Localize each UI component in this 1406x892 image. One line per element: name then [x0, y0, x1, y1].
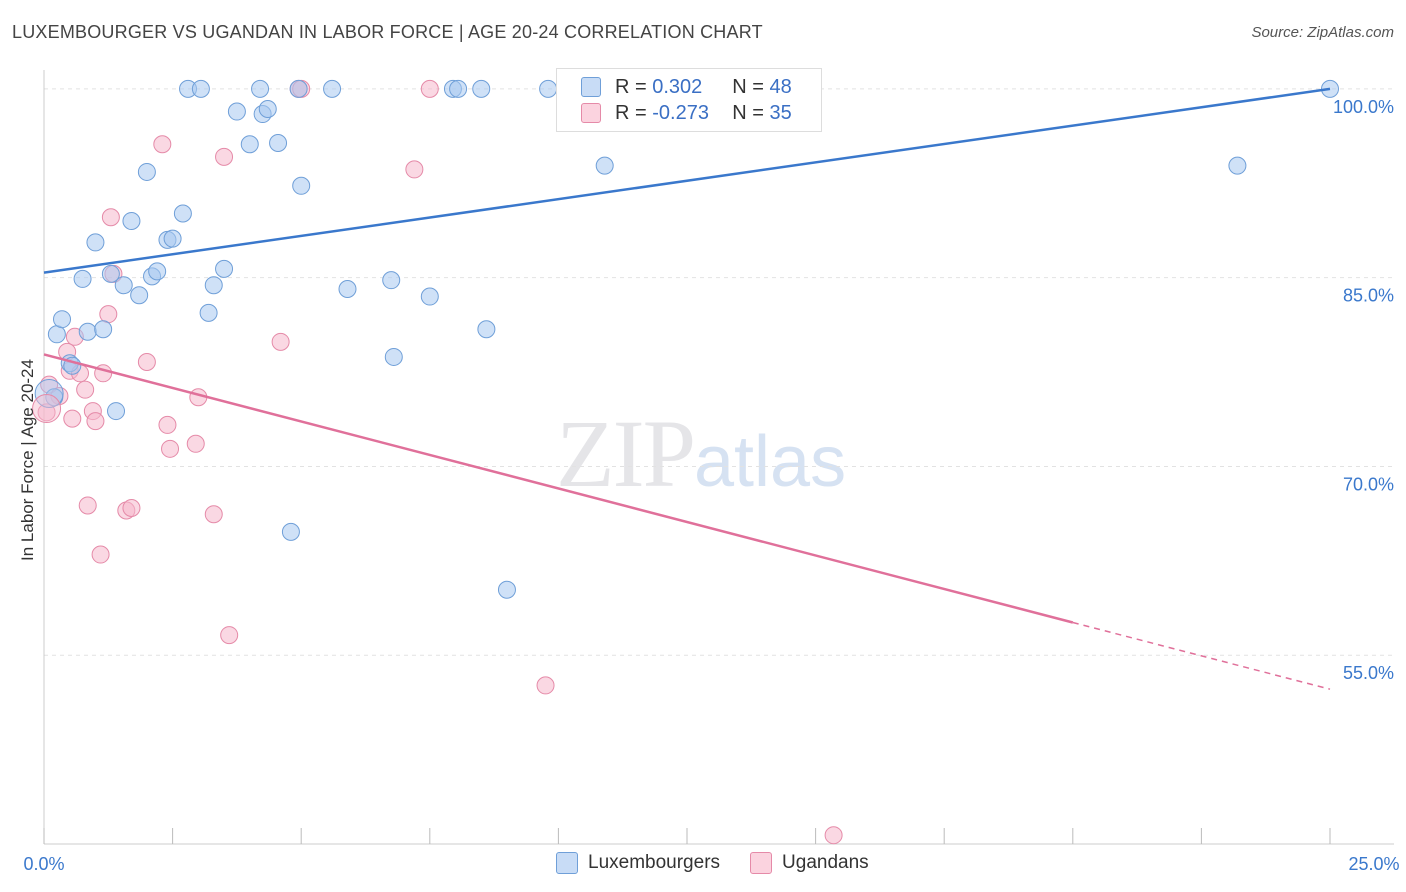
luxembourger-point — [94, 320, 113, 339]
luxembourger-point — [53, 310, 72, 329]
luxembourger-point — [497, 580, 516, 599]
y-tick-label: 55.0% — [1343, 663, 1394, 683]
legend-label-luxembourgers: Luxembourgers — [588, 852, 721, 873]
luxembourger-point — [539, 79, 558, 98]
legend-n-value: 35 — [769, 101, 792, 124]
ugandan-point — [63, 409, 82, 428]
ugandan-point — [137, 352, 156, 371]
ugandan-point — [153, 135, 172, 154]
ugandan-point — [215, 147, 234, 166]
legend-label-ugandans: Ugandans — [782, 852, 869, 873]
ugandan-point — [91, 545, 110, 564]
ugandan-point — [37, 403, 56, 422]
legend-r-value: 0.302 — [652, 75, 703, 98]
luxembourger-point — [107, 402, 126, 421]
luxembourger-point — [289, 79, 308, 98]
x-tick-label: 0.0% — [23, 854, 64, 874]
luxembourger-point — [114, 276, 133, 295]
ugandan-point — [101, 208, 120, 227]
ugandan-point — [78, 496, 97, 515]
luxembourger-point — [1228, 156, 1247, 175]
luxembourger-point — [420, 287, 439, 306]
legend-swatch-ugandans — [750, 852, 773, 874]
luxembourger-point — [78, 322, 97, 341]
legend-n-label: N = — [732, 101, 764, 124]
legend-n-label: N = — [732, 75, 764, 98]
luxembourger-point — [338, 279, 357, 298]
luxembourger-trend-line — [43, 87, 1331, 274]
luxembourger-point — [251, 79, 270, 98]
luxembourger-point — [384, 347, 403, 366]
ugandan-point — [186, 434, 205, 453]
luxembourger-point — [47, 325, 66, 344]
luxembourger-point — [137, 162, 156, 181]
luxembourger-point — [227, 102, 246, 121]
legend-r-value: -0.273 — [652, 101, 709, 124]
y-tick-label: 85.0% — [1343, 286, 1394, 306]
luxembourger-point — [472, 79, 491, 98]
ugandan-point — [405, 160, 424, 179]
ugandan-point — [86, 412, 105, 431]
luxembourger-point — [215, 259, 234, 278]
ugandan-point — [32, 394, 62, 424]
luxembourger-point — [323, 79, 342, 98]
luxembourger-point — [382, 271, 401, 290]
correlation-legend: R = 0.302 N = 48 R = -0.273 N = 35 — [556, 68, 822, 132]
luxembourger-point — [449, 79, 468, 98]
luxembourger-point — [173, 204, 192, 223]
legend-n-value: 48 — [769, 75, 792, 98]
ugandan-trend-extension — [1072, 621, 1331, 690]
ugandan-point — [122, 498, 141, 517]
luxembourger-point — [269, 133, 288, 152]
legend-row-ugandans: R = -0.273 N = 35 — [581, 101, 792, 125]
luxembourger-point — [122, 212, 141, 231]
ugandan-point — [99, 305, 118, 324]
luxembourger-point — [148, 262, 167, 281]
ugandan-point — [161, 439, 180, 458]
ugandan-point — [271, 332, 290, 351]
watermark: ZIPatlas — [556, 398, 846, 509]
legend-swatch-ugandans — [581, 103, 601, 123]
legend-swatch-luxembourgers — [581, 77, 601, 97]
luxembourger-point — [595, 156, 614, 175]
legend-swatch-luxembourgers — [556, 852, 578, 874]
ugandan-trend-line — [43, 353, 1074, 624]
luxembourger-point — [163, 229, 182, 248]
luxembourger-point — [86, 233, 105, 252]
luxembourger-point — [199, 303, 218, 322]
watermark-zip: ZIP — [556, 400, 696, 507]
luxembourger-point — [258, 100, 277, 119]
luxembourger-point — [240, 135, 259, 154]
luxembourger-point — [101, 264, 120, 283]
watermark-atlas: atlas — [694, 422, 847, 502]
legend-r-label: R = — [615, 75, 647, 98]
luxembourger-point — [292, 176, 311, 195]
y-axis-title: In Labor Force | Age 20-24 — [18, 359, 37, 561]
luxembourger-point — [73, 269, 92, 288]
ugandan-point — [220, 626, 239, 645]
luxembourger-point — [204, 276, 223, 295]
luxembourger-point — [281, 522, 300, 541]
y-tick-label: 70.0% — [1343, 474, 1394, 494]
ugandan-point — [204, 505, 223, 524]
luxembourger-point — [191, 79, 210, 98]
x-tick-label: 25.0% — [1348, 854, 1399, 874]
legend-row-luxembourgers: R = 0.302 N = 48 — [581, 75, 792, 99]
chart-title: LUXEMBOURGER VS UGANDAN IN LABOR FORCE |… — [12, 22, 763, 42]
ugandan-point — [420, 79, 439, 98]
y-tick-label: 100.0% — [1333, 97, 1394, 117]
ugandan-point — [76, 380, 95, 399]
ugandan-point — [824, 826, 843, 845]
chart-source: Source: ZipAtlas.com — [1251, 24, 1394, 41]
luxembourger-point — [34, 378, 64, 408]
legend-r-label: R = — [615, 101, 647, 124]
ugandan-point — [536, 676, 555, 695]
luxembourger-point — [130, 286, 149, 305]
ugandan-point — [158, 415, 177, 434]
luxembourger-point — [477, 320, 496, 339]
series-legend: Luxembourgers Ugandans — [556, 852, 869, 874]
